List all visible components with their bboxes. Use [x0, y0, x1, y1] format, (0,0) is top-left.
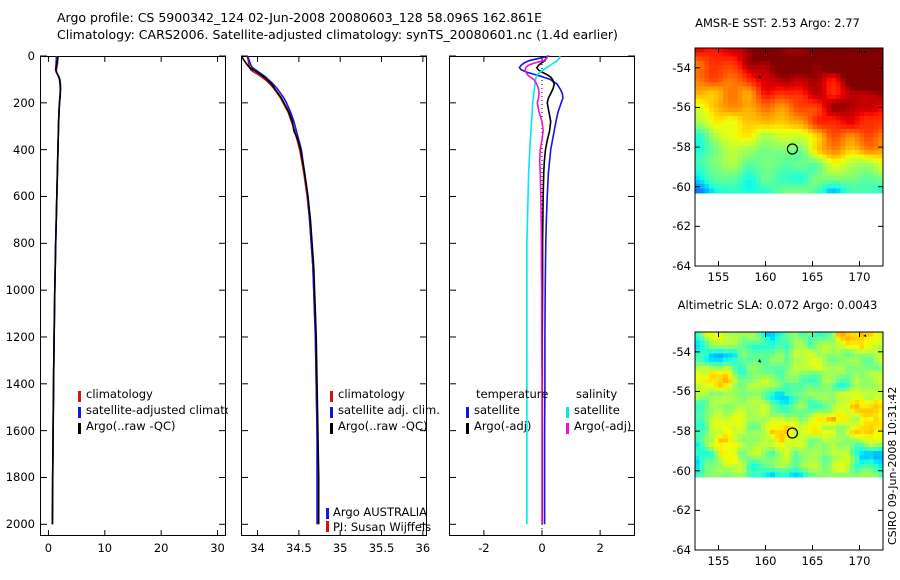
- legend-label-sal-satellite: satellite: [574, 403, 620, 417]
- legend-label-satellite: satellite adj. clim.: [338, 403, 440, 417]
- legend-heading-temperature: temperature: [476, 387, 549, 401]
- salinity-plot-canvas: [241, 55, 427, 536]
- lon-tick-label: 170: [848, 554, 871, 568]
- legend-label-sal-argo: Argo(-adj): [574, 419, 632, 433]
- csiro-timestamp: CSIRO 09-Jun-2008 10:31:42: [886, 386, 899, 545]
- lat-tick-label: -54: [672, 60, 691, 75]
- lon-tick-label: 170: [848, 270, 871, 284]
- legend-swatch-satellite: [78, 407, 81, 418]
- y-tick-label: 800: [13, 236, 35, 251]
- lat-tick-label: -56: [672, 100, 691, 115]
- y-tick-label: 0: [27, 49, 35, 63]
- y-tick-label: 1400: [5, 376, 35, 391]
- x-tick-label: 34.5: [286, 541, 312, 555]
- x-tick-label: 20: [153, 541, 169, 555]
- lat-tick-label: -54: [672, 344, 691, 359]
- y-tick-label: 1000: [5, 283, 35, 298]
- y-tick-label: 200: [13, 95, 35, 110]
- lon-tick-label: 155: [707, 270, 730, 284]
- legend-swatch-argo: [78, 423, 81, 434]
- annotation-pi: PI: Susan Wijffels: [333, 520, 432, 534]
- temperature-plot-canvas: [40, 55, 226, 536]
- lat-tick-label: -62: [672, 503, 691, 518]
- x-tick-label: 2: [596, 541, 604, 555]
- sla-map-title: Altimetric SLA: 0.072 Argo: 0.0043: [677, 298, 878, 312]
- sst-map-title: AMSR-E SST: 2.53 Argo: 2.77: [695, 16, 860, 30]
- legend-label-argo: Argo(..raw -QC): [86, 419, 176, 433]
- legend-label-temp-satellite: satellite: [474, 403, 520, 417]
- lat-tick-label: -56: [672, 384, 691, 399]
- temperature-panel: 0 10 20 30 0 200 400 600 800 1000 1200 1400 1600 1800…: [0, 44, 232, 580]
- difference-plot-canvas: [449, 55, 635, 536]
- lon-tick-label: 165: [801, 270, 824, 284]
- x-tick-label: 10: [97, 541, 113, 555]
- annotation-swatch-bottom: [326, 521, 329, 532]
- x-tick-label: 35.5: [368, 541, 395, 555]
- lat-tick-label: -64: [672, 259, 691, 273]
- salinity-axes-frame: [241, 56, 427, 536]
- y-tick-label: 400: [13, 142, 35, 157]
- lat-tick-label: -64: [672, 543, 691, 557]
- legend-swatch-climatology: [330, 391, 333, 402]
- legend-swatch-sal-argo: [566, 423, 569, 434]
- difference-panel: -202 difference from climatology tempera…: [440, 44, 655, 580]
- legend-label-climatology: climatology: [338, 387, 405, 401]
- annotation-argo-australia: Argo AUSTRALIA: [333, 505, 428, 519]
- legend-label-satellite: satellite-adjusted climatology: [86, 403, 228, 417]
- lon-tick-label: 165: [801, 554, 824, 568]
- y-tick-label: 1200: [5, 329, 35, 344]
- sla-map-canvas[interactable]: [655, 294, 900, 580]
- x-tick-label: 0: [44, 541, 53, 555]
- temperature-axes-frame: [40, 56, 226, 536]
- legend-swatch-climatology: [78, 391, 81, 402]
- lon-tick-label: 160: [754, 554, 777, 568]
- lat-tick-label: -60: [672, 463, 691, 478]
- lon-tick-label: 160: [754, 270, 777, 284]
- lat-tick-label: -58: [672, 140, 691, 155]
- x-tick-label: 36: [415, 541, 431, 555]
- legend-heading-salinity: salinity: [576, 387, 618, 401]
- legend-swatch-argo: [330, 423, 333, 434]
- annotation-swatch-top: [326, 508, 329, 519]
- legend-swatch-sal-satellite: [566, 407, 569, 418]
- lat-tick-label: -58: [672, 424, 691, 439]
- y-tick-label: 2000: [5, 517, 35, 532]
- legend-label-satellite-clip: satellite-adjusted climatology: [86, 403, 228, 419]
- legend-label-climatology: climatology: [86, 387, 153, 401]
- page-title-line1: Argo profile: CS 5900342_124 02-Jun-2008…: [57, 10, 542, 25]
- lat-tick-label: -60: [672, 179, 691, 194]
- lon-tick-label: 155: [707, 554, 730, 568]
- y-tick-label: 1600: [5, 423, 35, 438]
- legend-swatch-temp-argo: [466, 423, 469, 434]
- sst-map-panel: AMSR-E SST: 2.53 Argo: 2.77 155 160 165 170…: [655, 14, 900, 294]
- x-tick-label: 34: [250, 541, 265, 555]
- legend-label-temp-argo: Argo(-adj): [474, 419, 532, 433]
- sla-map-panel: Altimetric SLA: 0.072 Argo: 0.0043 155 16…: [655, 294, 900, 580]
- legend-swatch-satellite: [330, 407, 333, 418]
- page-title-line2: Climatology: CARS2006. Satellite-adjuste…: [57, 27, 618, 42]
- x-tick-label: 35: [332, 541, 348, 555]
- y-tick-label: 600: [13, 189, 35, 204]
- sst-map-canvas[interactable]: [655, 14, 900, 294]
- lat-tick-label: -62: [672, 219, 691, 234]
- x-tick-label: 30: [210, 541, 225, 555]
- legend-label-argo: Argo(..raw -QC): [338, 419, 428, 433]
- legend-swatch-temp-satellite: [466, 407, 469, 418]
- x-tick-label: 0: [538, 541, 546, 555]
- y-tick-label: 1800: [5, 470, 35, 485]
- x-tick-label: -2: [478, 541, 490, 555]
